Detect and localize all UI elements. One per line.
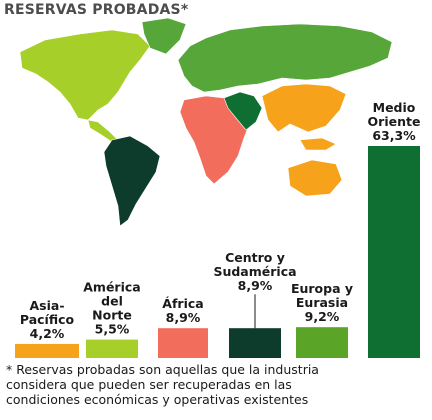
map-north-america xyxy=(19,29,151,121)
bar-label-5: Europa y Eurasia 9,2% xyxy=(291,281,353,324)
labels-group: Asia-Pacífico 4,2%América del Norte 5,5% Áfri… xyxy=(20,100,421,341)
map-europe-eurasia xyxy=(177,23,393,93)
bar-4 xyxy=(229,328,281,358)
bar-label-1: Asia-Pacífico 4,2% xyxy=(20,298,75,341)
bar-label-6: Medio Oriente 63,3% xyxy=(368,100,421,143)
bar-1 xyxy=(15,343,79,358)
chart: Asia-Pacífico 4,2%América del Norte 5,5% Áfri… xyxy=(15,17,421,358)
bar-2 xyxy=(86,339,138,358)
map-central-america xyxy=(87,119,119,143)
footnote-line-3: condiciones económicas y operativas exis… xyxy=(6,392,309,407)
world-map xyxy=(19,17,393,227)
footnote-line-1: * Reservas probadas son aquellas que la … xyxy=(6,362,319,377)
map-indonesia xyxy=(299,137,337,151)
map-middle-east xyxy=(223,91,263,131)
bar-3 xyxy=(158,328,208,358)
chart-title: RESERVAS PROBADAS* xyxy=(4,2,189,18)
bar-label-4: Centro y Sudamérica 8,9% xyxy=(213,250,296,293)
bar-6 xyxy=(368,146,420,358)
footnote-line-2: considera que pueden ser recuperadas en … xyxy=(6,377,292,392)
bar-label-3: África 8,9% xyxy=(162,296,203,325)
map-greenland xyxy=(141,17,187,55)
map-south-america xyxy=(103,135,161,227)
map-australia xyxy=(287,159,343,197)
bar-5 xyxy=(296,327,348,358)
bars-group xyxy=(15,146,420,358)
map-asia xyxy=(261,83,347,133)
bar-label-2: América del Norte 5,5% xyxy=(83,280,140,337)
footnote: * Reservas probadas son aquellas que la … xyxy=(6,362,426,407)
